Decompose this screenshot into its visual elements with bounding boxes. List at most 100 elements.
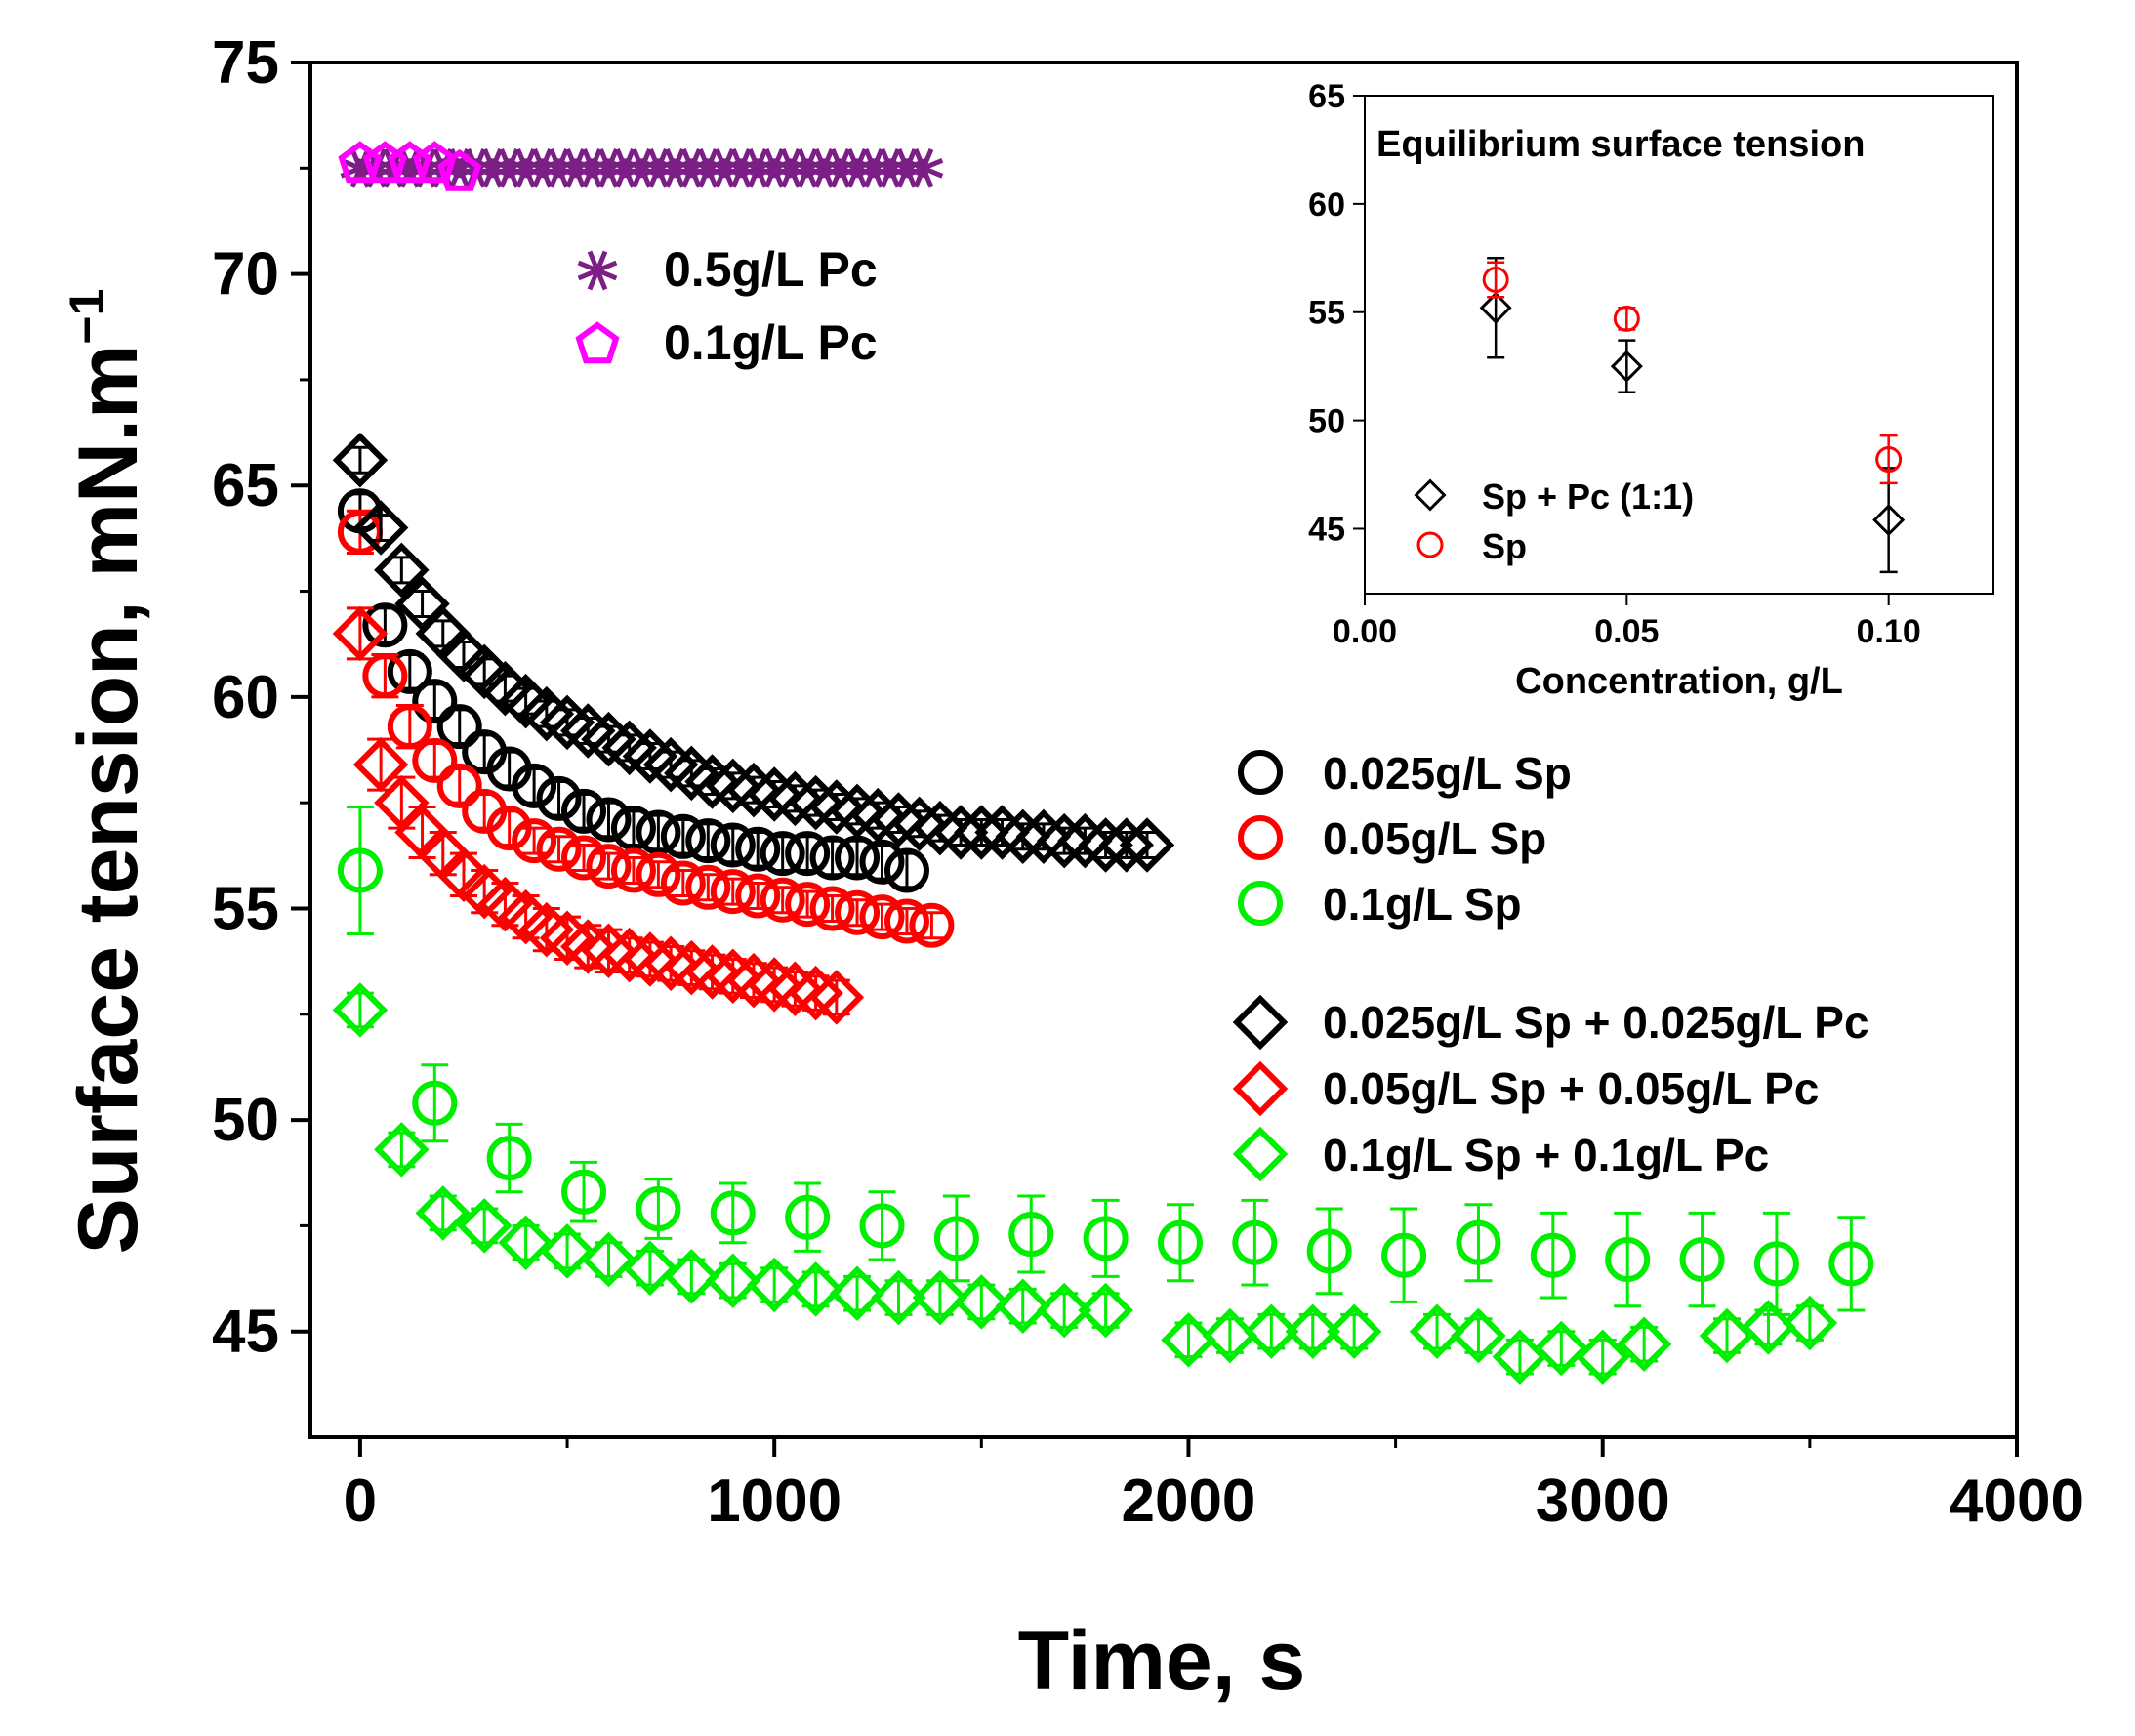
series-5-point-2 <box>374 542 430 599</box>
series-3-point-23 <box>909 902 955 948</box>
series-7-point-23 <box>1326 1303 1382 1359</box>
legend-symbol-series-5 <box>1232 994 1289 1051</box>
inset-y-tick-label-1: 50 <box>1308 403 1345 440</box>
series-3-point-16 <box>735 873 781 919</box>
legend-symbol-series-4 <box>1238 881 1283 926</box>
series-3-point-7 <box>512 818 557 864</box>
series-6-point-13 <box>601 927 657 983</box>
series-2-point-14 <box>685 818 731 864</box>
series-3-point-14 <box>685 864 731 910</box>
inset-legend-symbol-mix <box>1414 478 1447 512</box>
main-legend-symbols <box>575 250 1289 1182</box>
series-2-point-22 <box>883 847 929 893</box>
series-4-point-20 <box>1828 1241 1874 1287</box>
legend-label-0.025-mix: 0.025g/L Sp + 0.025g/L Pc <box>1323 997 1869 1048</box>
series-4-circle <box>337 805 1874 1316</box>
series-2-point-13 <box>660 813 706 859</box>
series-4-point-16 <box>1530 1232 1576 1278</box>
series-4-error-bar-13 <box>1315 1207 1343 1296</box>
series-7-point-10 <box>746 1257 802 1313</box>
series-3-point-13 <box>660 860 706 906</box>
series-7-point-12 <box>829 1265 885 1321</box>
main-y-tick-label-3: 60 <box>212 664 279 731</box>
inset-title: Equilibrium surface tension <box>1376 124 1865 165</box>
series-7-point-6 <box>581 1231 636 1288</box>
series-4-error-bar-15 <box>1464 1203 1493 1283</box>
series-0-point-18 <box>638 147 678 188</box>
series-0-point-12 <box>539 147 579 188</box>
series-0-point-23 <box>720 147 761 188</box>
series-2-point-15 <box>710 822 756 868</box>
inset-x-axis-label: Concentration, g/L <box>1515 661 1843 702</box>
legend-symbol-series-2 <box>1238 750 1283 795</box>
inset-series-0-error-bar-1 <box>1618 339 1636 394</box>
series-7-point-9 <box>705 1253 760 1308</box>
series-0-point-32 <box>870 147 911 188</box>
series-4-point-17 <box>1605 1237 1651 1283</box>
series-6-point-22 <box>788 965 843 1021</box>
series-1-point-0 <box>338 141 383 184</box>
series-0-point-28 <box>803 147 844 188</box>
main-y-axis-label-exponent: −1 <box>60 289 114 345</box>
series-6-point-11 <box>560 919 616 974</box>
series-5-error-bar-0 <box>346 445 374 475</box>
series-7-point-0 <box>332 982 389 1038</box>
series-0-point-11 <box>522 147 562 188</box>
series-4-error-bar-6 <box>794 1181 822 1253</box>
inset-legend-label-mix: Sp + Pc (1:1) <box>1482 476 1694 517</box>
series-5-error-bar-6 <box>471 657 499 686</box>
series-0-point-29 <box>820 147 861 188</box>
legend-symbol-series-7 <box>1232 1126 1289 1182</box>
series-4-error-bar-10 <box>1091 1198 1120 1278</box>
series-7-point-24 <box>1409 1303 1465 1359</box>
inset-background <box>1365 96 1993 594</box>
series-7-point-19 <box>1161 1312 1216 1368</box>
series-3-circle <box>337 509 955 948</box>
series-4-point-9 <box>1008 1212 1054 1258</box>
series-7-point-21 <box>1244 1303 1299 1359</box>
inset-x-tick-label-0: 0.00 <box>1333 613 1397 650</box>
series-0-point-22 <box>704 147 745 188</box>
series-4-error-bar-11 <box>1166 1203 1194 1283</box>
series-4-error-bar-2 <box>495 1122 523 1194</box>
series-7-point-5 <box>539 1223 595 1279</box>
series-5-diamond <box>332 432 1175 873</box>
series-7-point-31 <box>1741 1300 1796 1355</box>
series-7-point-14 <box>912 1269 968 1326</box>
series-7-point-7 <box>622 1240 678 1296</box>
series-7-point-25 <box>1451 1307 1506 1364</box>
series-4-point-18 <box>1679 1237 1725 1283</box>
inset-y-tick-label-3: 60 <box>1308 186 1345 224</box>
legend-mix: 0.025g/L Sp + 0.025g/L Pc 0.05g/L Sp + 0… <box>1323 997 1869 1180</box>
main-y-tick-label-4: 65 <box>212 452 279 519</box>
series-5-error-bar-2 <box>388 556 416 585</box>
inset-legend-symbols <box>1414 478 1447 558</box>
main-x-tick-label-3: 3000 <box>1536 1467 1670 1535</box>
series-3-point-12 <box>636 851 681 897</box>
series-7-point-17 <box>1036 1282 1092 1339</box>
main-plot-marks <box>332 141 1874 1385</box>
series-4-error-bar-8 <box>942 1194 970 1283</box>
series-4-point-14 <box>1381 1232 1427 1278</box>
series-0-point-14 <box>572 147 612 188</box>
series-3-point-17 <box>760 877 805 923</box>
series-7-diamond <box>332 982 1838 1385</box>
series-4-error-bar-17 <box>1614 1211 1642 1308</box>
main-y-tick-label-6: 75 <box>212 29 279 97</box>
series-0-point-16 <box>605 147 645 188</box>
series-0-point-24 <box>737 147 778 188</box>
inset-axes: 0.00 0.05 0.10 45 50 55 60 65 <box>1308 78 1921 650</box>
legend-symbol-series-1 <box>575 321 620 364</box>
series-3-error-bar-9 <box>570 843 598 872</box>
inset-series-0-point-2 <box>1872 504 1906 537</box>
series-6-point-17 <box>684 944 740 1000</box>
series-5-point-29 <box>932 805 989 860</box>
series-4-error-bar-19 <box>1762 1211 1790 1316</box>
series-6-point-14 <box>622 931 678 987</box>
series-0-point-34 <box>903 147 944 188</box>
series-0-point-17 <box>622 147 662 188</box>
series-6-point-19 <box>725 952 782 1009</box>
inset-plot-marks <box>1414 257 1906 574</box>
series-2-point-1 <box>362 602 408 648</box>
series-2-point-2 <box>387 648 432 694</box>
